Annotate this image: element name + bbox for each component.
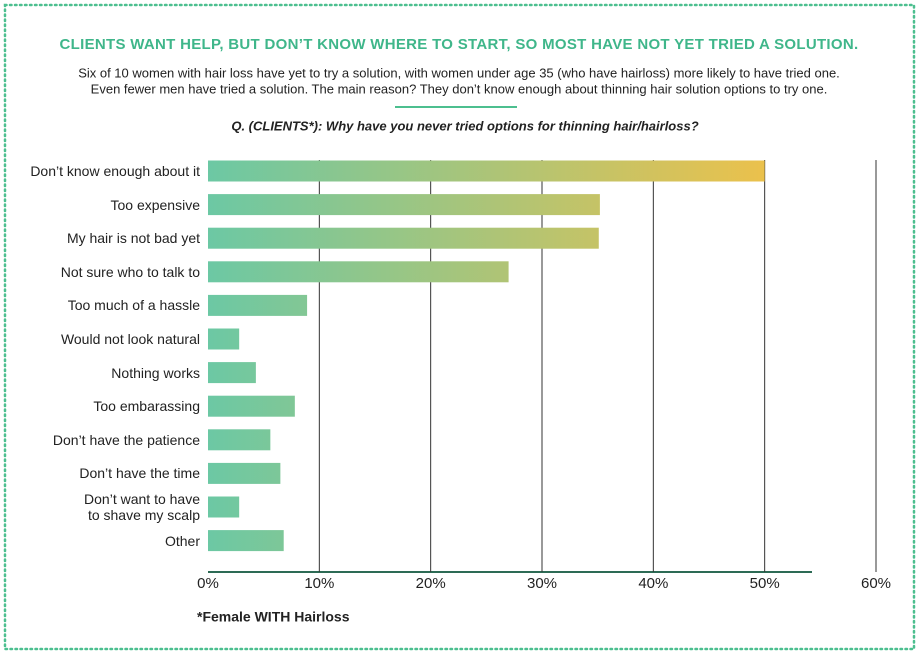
footnote: *Female WITH Hairloss [197, 609, 350, 625]
bar [208, 160, 765, 182]
bar [208, 530, 284, 552]
question: Q. (CLIENTS*): Why have you never tried … [231, 118, 698, 133]
bar [208, 194, 600, 216]
y-tick-label: Don’t have the patience [52, 431, 200, 448]
bar [208, 395, 295, 417]
x-tick-label: 30% [527, 575, 557, 592]
y-tick-label: Nothing works [111, 364, 200, 381]
bar [208, 294, 308, 316]
x-tick-label: 10% [304, 575, 334, 592]
x-tick-label: 0% [197, 575, 219, 592]
y-tick-label: Not sure who to talk to [60, 263, 200, 280]
subtitle: Six of 10 women with hair loss have yet … [78, 65, 840, 80]
subtitle: Even fewer men have tried a solution. Th… [91, 81, 828, 96]
y-tick-label: Would not look natural [60, 331, 200, 347]
border [3, 3, 916, 651]
y-tick-label: Don’t know enough about it [30, 163, 200, 179]
bar [208, 496, 240, 518]
x-tick-label: 40% [638, 575, 668, 592]
y-tick-label: Too embarassing [93, 398, 200, 415]
bar [208, 261, 509, 283]
chart-title: CLIENTS WANT HELP, BUT DON’T KNOW WHERE … [60, 36, 859, 53]
y-tick-label: Other [164, 532, 200, 549]
y-tick-label: My hair is not bad yet [66, 230, 200, 247]
bar [208, 328, 240, 350]
y-tick-label: Too much of a hassle [67, 297, 200, 314]
y-tick-label: Too expensive [110, 196, 200, 213]
x-tick-label: 20% [416, 575, 446, 592]
bar [208, 227, 599, 249]
bar [208, 429, 271, 451]
y-tick-label: Don’t want to have to shave my scalp [84, 491, 200, 523]
bar [208, 362, 256, 384]
x-tick-label: 50% [750, 575, 780, 592]
y-tick-label: Don’t have the time [79, 465, 200, 482]
bar [208, 462, 281, 484]
x-tick-label: 60% [861, 575, 891, 592]
